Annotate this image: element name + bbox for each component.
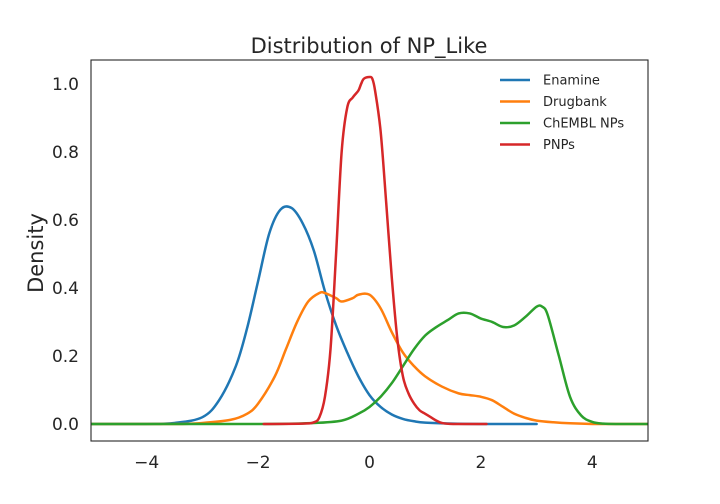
- axes: −4 −2 0 2 4 0.0 0.2 0.4 0.6 0.8 1.0: [52, 59, 649, 473]
- axes-frame: [90, 59, 649, 442]
- x-tick-label: 0: [364, 453, 375, 473]
- series-line-chembl-nps: [91, 304, 648, 426]
- legend-label: Enamine: [543, 74, 600, 89]
- series-line-pnps: [262, 75, 488, 426]
- plot-area: [91, 75, 648, 426]
- legend-label: ChEMBL NPs: [543, 117, 624, 132]
- y-tick-label: 0.0: [52, 415, 79, 435]
- series-line-enamine: [91, 205, 538, 426]
- y-tick-label: 0.2: [52, 347, 79, 367]
- x-tick-label: 2: [475, 453, 486, 473]
- series-line-drugbank: [91, 290, 648, 426]
- x-tick-label: −4: [134, 453, 159, 473]
- y-tick-label: 0.6: [52, 211, 79, 231]
- legend-label: Drugbank: [543, 95, 607, 110]
- y-tick-label: 0.8: [52, 143, 79, 163]
- x-tick-label: −2: [246, 453, 271, 473]
- legend-label: PNPs: [543, 138, 575, 153]
- y-tick-label: 0.4: [52, 279, 79, 299]
- y-tick-label: 1.0: [52, 75, 79, 95]
- chart-title: Distribution of NP_Like: [251, 34, 488, 59]
- legend: Enamine Drugbank ChEMBL NPs PNPs: [500, 74, 624, 153]
- x-tick-label: 4: [587, 453, 598, 473]
- y-axis-label: Density: [24, 213, 48, 293]
